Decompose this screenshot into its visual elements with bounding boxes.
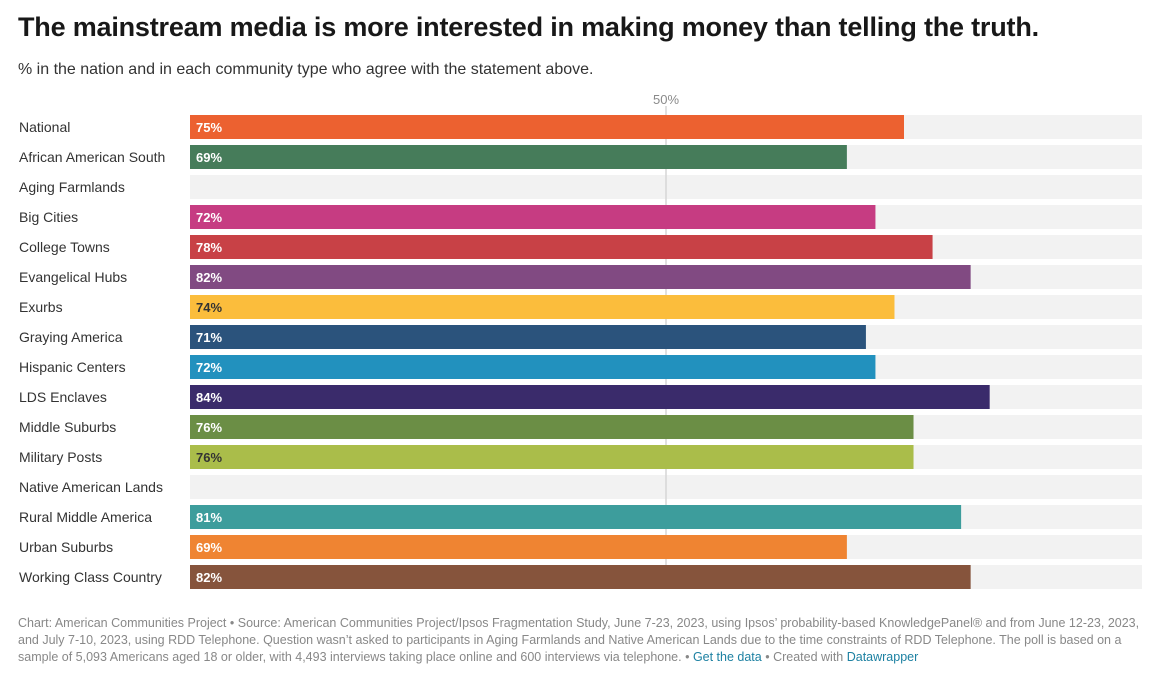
data-label: 82% [196, 270, 222, 285]
data-label: 84% [196, 390, 222, 405]
bar [190, 535, 847, 559]
category-label: Exurbs [19, 299, 63, 315]
bar [190, 505, 962, 529]
category-label: Military Posts [19, 449, 102, 465]
chart-footer: Chart: American Communities Project • So… [18, 615, 1143, 666]
bar [190, 265, 971, 289]
data-label: 69% [196, 540, 222, 555]
bar [190, 415, 914, 439]
bar [190, 445, 914, 469]
footer-created-with: • Created with [761, 650, 847, 664]
data-label: 71% [196, 330, 222, 345]
data-label: 76% [196, 420, 222, 435]
bar [190, 325, 866, 349]
data-label: 82% [196, 570, 222, 585]
category-label: Rural Middle America [19, 509, 152, 525]
category-label: Graying America [19, 329, 123, 345]
bar [190, 115, 904, 139]
category-label: National [19, 119, 70, 135]
category-label: Aging Farmlands [19, 179, 125, 195]
category-label: College Towns [19, 239, 110, 255]
bar-chart: 50% National 75% African American South 69% A… [19, 92, 1142, 589]
category-label: Evangelical Hubs [19, 269, 127, 285]
data-label: 74% [196, 300, 222, 315]
data-label: 81% [196, 510, 222, 525]
datawrapper-link[interactable]: Datawrapper [846, 650, 919, 664]
reference-line-label: 50% [653, 92, 679, 107]
bar [190, 565, 971, 589]
bar [190, 295, 895, 319]
category-label: Big Cities [19, 209, 78, 225]
category-label: LDS Enclaves [19, 389, 107, 405]
category-label: Hispanic Centers [19, 359, 126, 375]
category-label: African American South [19, 149, 165, 165]
bar [190, 355, 876, 379]
category-label: Working Class Country [19, 569, 162, 585]
bar [190, 205, 876, 229]
chart-subtitle: % in the nation and in each community ty… [18, 61, 594, 78]
data-label: 76% [196, 450, 222, 465]
bar [190, 235, 933, 259]
data-label: 75% [196, 120, 222, 135]
category-label: Urban Suburbs [19, 539, 113, 555]
data-label: 72% [196, 360, 222, 375]
data-label: 69% [196, 150, 222, 165]
get-the-data-link[interactable]: Get the data [692, 650, 762, 664]
category-label: Native American Lands [19, 479, 163, 495]
data-label: 72% [196, 210, 222, 225]
footer-source-text: Chart: American Communities Project • So… [18, 616, 1140, 664]
data-label: 78% [196, 240, 222, 255]
chart-title: The mainstream media is more interested … [18, 12, 1039, 42]
category-label: Middle Suburbs [19, 419, 116, 435]
bar [190, 385, 990, 409]
bar [190, 145, 847, 169]
